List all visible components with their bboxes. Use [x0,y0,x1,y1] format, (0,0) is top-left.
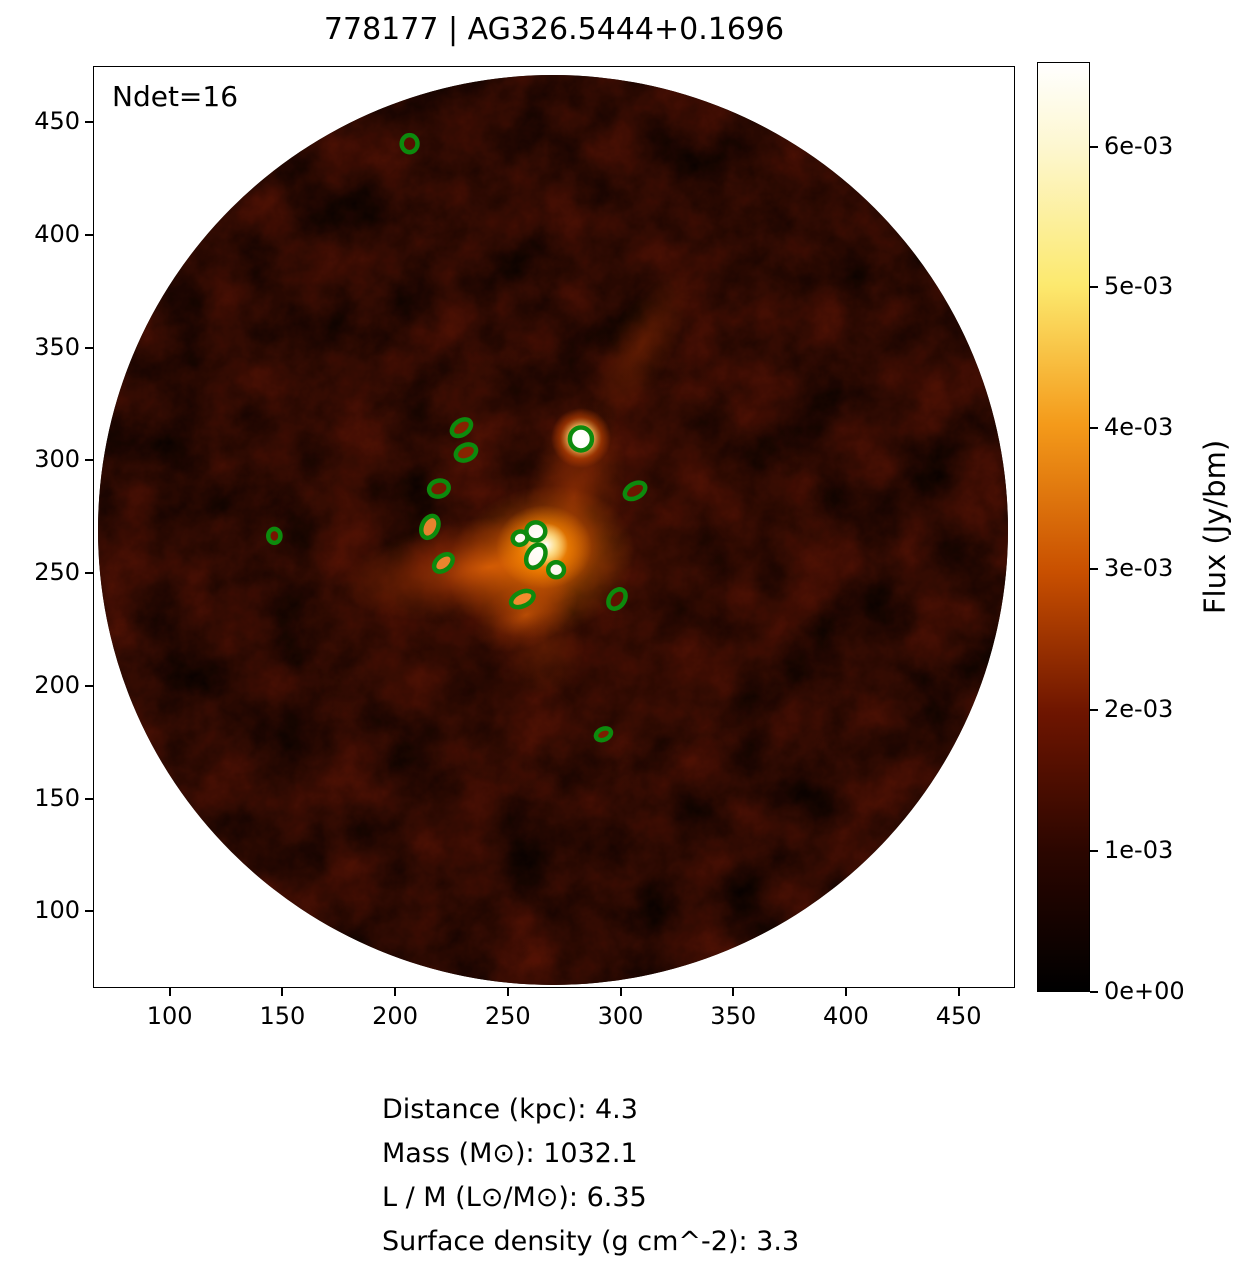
detection-ellipse [523,542,548,570]
detection-core [423,517,437,536]
detection-ellipse [545,560,567,580]
ndet-annotation: Ndet=16 [112,80,239,113]
plot-area [93,66,1015,988]
y-tick-mark [85,234,93,237]
colorbar-tick-mark [1090,427,1098,430]
detection-ellipse [431,552,455,574]
distance-line: Distance (kpc): 4.3 [382,1094,638,1125]
colorbar [1037,62,1090,992]
x-tick-mark [957,988,960,996]
detection-core [610,591,624,607]
colorbar-tick-label: 5e-03 [1104,272,1174,301]
x-tick-label: 450 [935,1002,982,1030]
x-tick-label: 400 [823,1002,869,1030]
detection-core [403,137,416,151]
colorbar-tick-label: 4e-03 [1104,413,1174,442]
y-tick-mark [85,459,93,462]
detection-core [431,482,447,495]
colorbar-tick-mark [1090,286,1098,289]
x-tick-mark [844,988,847,996]
colorbar-tick-label: 0e+00 [1104,977,1185,1005]
y-tick-mark [85,797,93,800]
mass-line: Mass (M⊙): 1032.1 [382,1138,638,1169]
detection-ellipse [567,425,595,453]
x-tick-mark [619,988,622,996]
y-tick-mark [85,121,93,124]
y-tick-label: 200 [34,670,80,699]
x-tick-mark [394,988,397,996]
detection-ellipse [606,587,628,611]
y-tick-mark [85,684,93,687]
colorbar-tick-label: 3e-03 [1104,554,1174,583]
detection-ellipse [524,520,548,543]
detection-core [457,446,475,459]
x-tick-mark [506,988,509,996]
x-tick-label: 300 [597,1002,644,1030]
colorbar-tick-label: 2e-03 [1104,695,1174,724]
colorbar-tick-mark [1090,145,1098,148]
y-tick-label: 300 [34,445,80,474]
y-tick-label: 400 [34,220,80,249]
y-tick-mark [85,572,93,575]
x-tick-label: 350 [710,1002,757,1030]
y-tick-label: 350 [34,332,80,361]
colorbar-label: Flux (Jy/bm) [1198,439,1232,615]
y-tick-label: 150 [34,783,80,812]
detection-core [528,546,544,566]
plot-title: 778177 | AG326.5444+0.1696 [323,12,785,47]
detection-core [514,533,526,543]
x-tick-mark [281,988,284,996]
y-tick-mark [85,346,93,349]
y-tick-label: 450 [34,107,80,136]
colorbar-tick-label: 1e-03 [1104,836,1174,865]
surface-density-line: Surface density (g cm^-2): 3.3 [382,1226,800,1257]
x-tick-label: 150 [259,1002,306,1030]
detection-core [550,564,563,576]
y-tick-mark [85,910,93,913]
detection-ellipse [266,526,283,546]
footer-info: Distance (kpc): 4.3 Mass (M⊙): 1032.1 L … [382,1088,799,1264]
detection-ellipse [622,480,648,502]
detection-ellipse [399,132,420,155]
detection-core [270,530,279,541]
colorbar-tick-mark [1090,850,1098,853]
detection-core [597,730,609,739]
flux-map-image [94,67,1014,987]
y-tick-label: 100 [34,896,80,925]
l-over-m-line: L / M (L⊙/M⊙): 6.35 [382,1182,647,1213]
field-of-view-circle [98,75,1008,985]
colorbar-tick-mark [1090,991,1098,993]
upper-right-filament-glow [592,270,690,424]
detection-ellipse [453,442,479,463]
colorbar-tick-mark [1090,568,1098,571]
y-tick-label: 250 [34,558,80,587]
detection-layer [266,132,648,743]
detection-ellipse [449,417,474,439]
colorbar-tick-mark [1090,709,1098,712]
detection-ellipse [426,478,451,499]
colorbar-tick-label: 6e-03 [1104,131,1174,160]
detection-core [528,524,544,539]
x-tick-mark [732,988,735,996]
detection-ellipse [418,513,441,541]
detection-core [571,429,590,449]
x-tick-label: 250 [484,1002,531,1030]
x-tick-label: 200 [372,1002,418,1030]
detection-ellipse [593,726,614,743]
x-tick-label: 100 [146,1002,193,1030]
x-tick-mark [168,988,171,996]
detection-ellipse [508,588,536,610]
